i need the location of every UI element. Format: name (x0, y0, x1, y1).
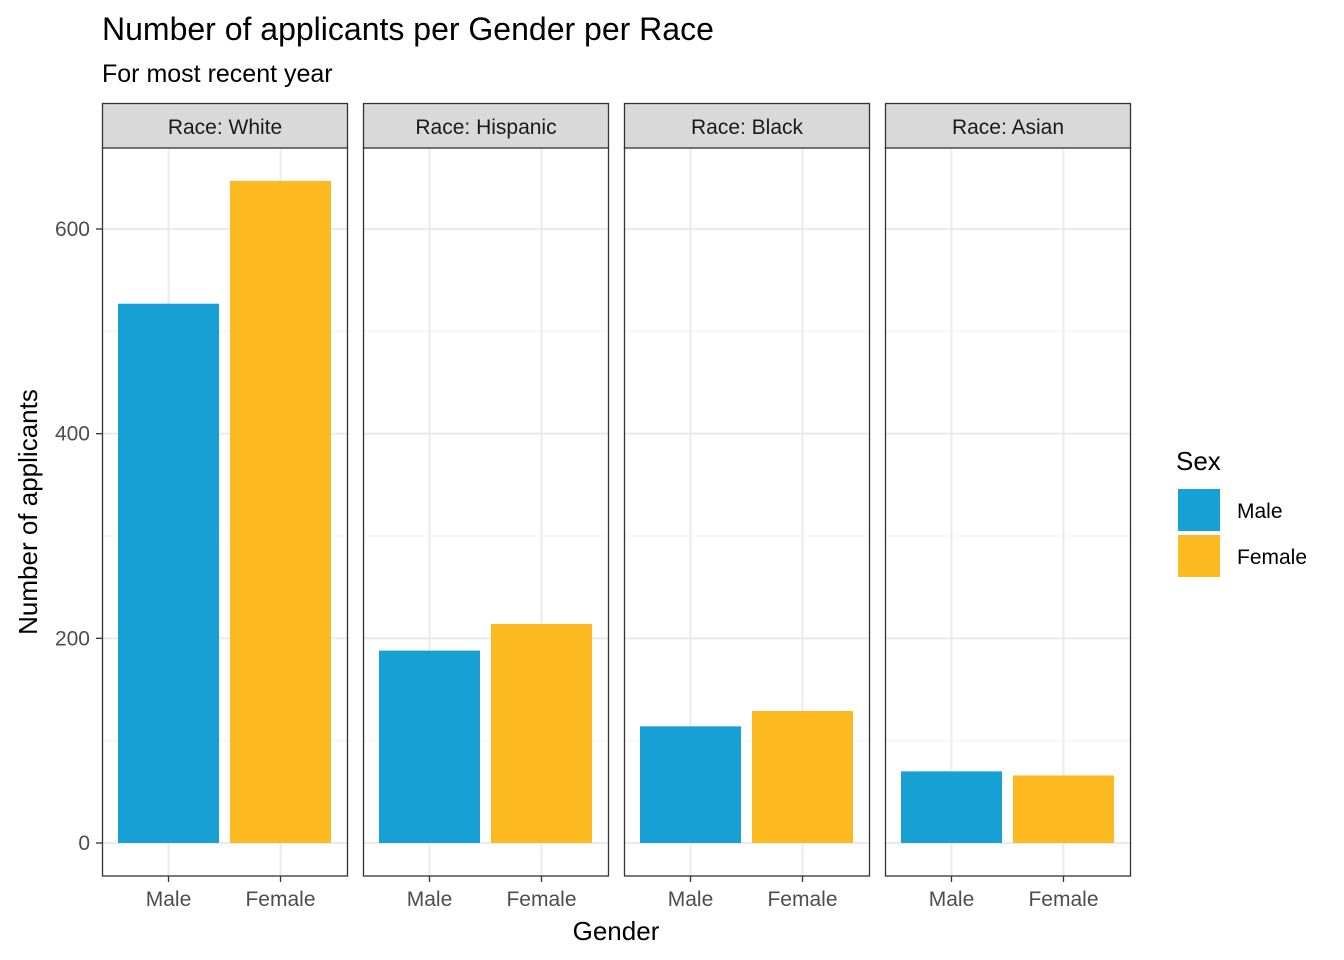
facet-strip-label: Race: Asian (952, 116, 1064, 139)
bar-female (491, 624, 592, 843)
x-tick-label: Male (146, 888, 192, 911)
x-tick-label: Female (1028, 888, 1098, 911)
panel-border (101, 147, 349, 877)
y-tick-label: 600 (55, 218, 90, 241)
facet-panel: Race: Hispanic Male Female (362, 102, 610, 911)
bar-female (230, 180, 331, 844)
y-tick-label: 0 (78, 832, 90, 855)
bar-female (1013, 775, 1114, 843)
bar-female (752, 710, 853, 843)
legend-label-male: Male (1237, 500, 1283, 523)
facet-strip-label: Race: White (168, 116, 282, 139)
legend-key-female (1178, 535, 1220, 577)
panel-border (884, 147, 1132, 877)
facet-strip-label: Race: Hispanic (415, 116, 556, 139)
bar-male (640, 726, 741, 843)
bar-male (118, 303, 219, 843)
facet-strip (884, 102, 1132, 150)
x-tick-label: Female (245, 888, 315, 911)
y-tick-label: 400 (55, 423, 90, 446)
facet-panel: Race: Black Male Female (623, 102, 871, 911)
legend-label-female: Female (1237, 546, 1307, 569)
chart-subtitle: For most recent year (102, 60, 333, 88)
facet-strip (362, 102, 610, 150)
y-axis: 0 200 400 600 (55, 218, 102, 855)
x-tick-label: Male (668, 888, 714, 911)
legend-title: Sex (1176, 446, 1221, 476)
x-axis-title: Gender (573, 916, 660, 946)
y-axis-title: Number of applicants (13, 389, 43, 635)
bar-male (901, 771, 1002, 843)
bar-male (379, 650, 480, 843)
facet-panels: Race: White Male Female Race: Hispanic Male F… (101, 102, 1132, 911)
y-tick-label: 200 (55, 627, 90, 650)
x-tick-label: Female (506, 888, 576, 911)
facet-panel: Race: Asian Male Female (884, 102, 1132, 911)
panel-border (623, 147, 871, 877)
x-tick-label: Female (767, 888, 837, 911)
facet-panel: Race: White Male Female (101, 102, 349, 911)
x-tick-label: Male (929, 888, 975, 911)
panel-border (362, 147, 610, 877)
facet-strip-label: Race: Black (691, 116, 804, 139)
facet-strip (623, 102, 871, 150)
legend-key-male (1178, 489, 1220, 531)
chart-title: Number of applicants per Gender per Race (102, 11, 714, 47)
legend: Sex Male Female (1176, 446, 1307, 577)
x-tick-label: Male (407, 888, 453, 911)
facet-strip (101, 102, 349, 150)
panel-background (885, 148, 1131, 876)
